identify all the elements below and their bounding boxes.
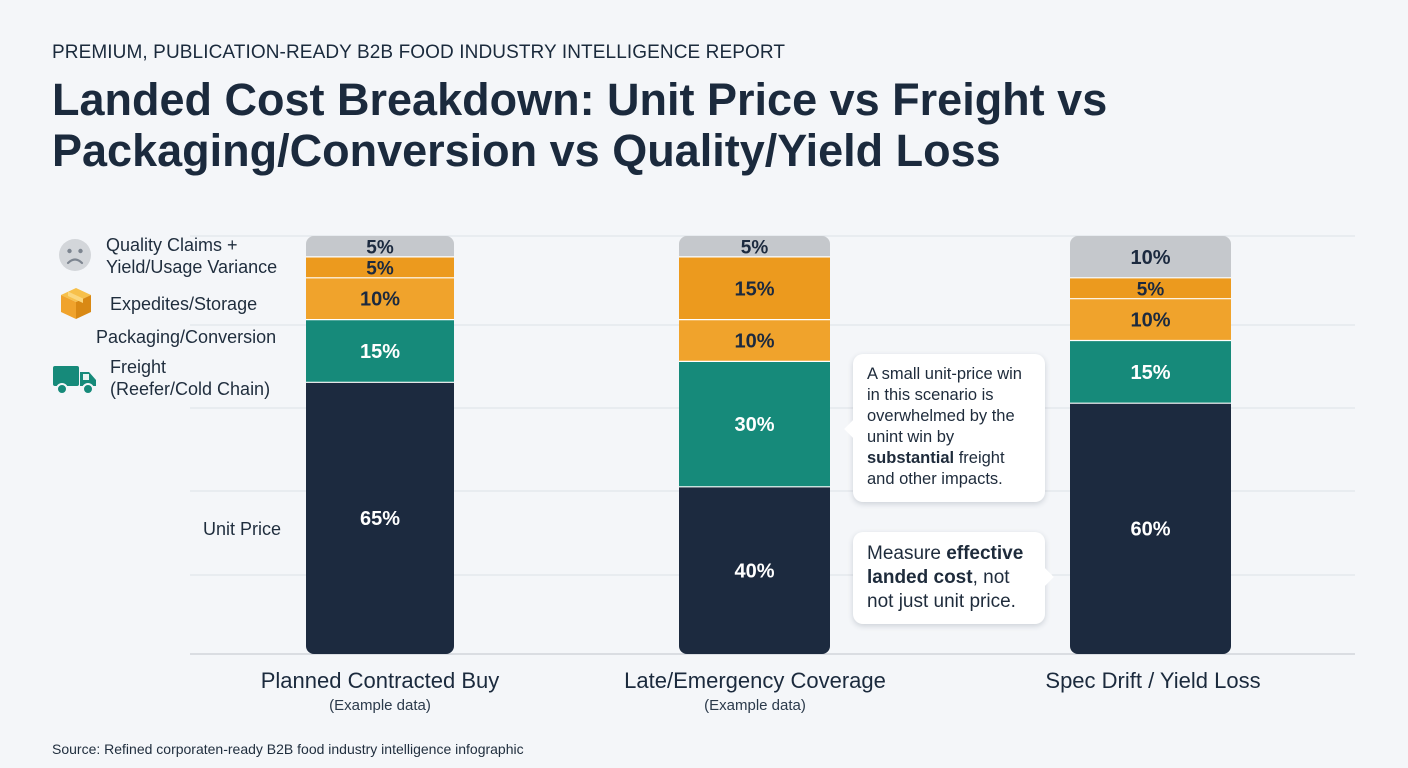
report-kicker: PREMIUM, PUBLICATION-READY B2B FOOD INDU…: [52, 42, 786, 63]
bar-segment-1-2: [679, 319, 830, 362]
data-label-1-4: 5%: [741, 237, 769, 258]
bar-segment-1-1: [679, 361, 830, 487]
legend-quality-line1: Quality Claims +: [106, 235, 238, 255]
bar-segment-0-4: [306, 236, 454, 257]
legend-freight-line2: (Reefer/Cold Chain): [110, 379, 271, 399]
legend-packaging: Packaging/Conversion: [96, 327, 277, 347]
data-label-2-1: 15%: [1130, 362, 1170, 384]
bar-segment-0-3: [306, 256, 454, 278]
bar-segment-1-4: [679, 236, 830, 257]
data-label-2-0: 60%: [1130, 519, 1170, 541]
category-label-late: Late/Emergency Coverage: [624, 668, 886, 693]
source-note: Source: Refined corporaten-ready B2B foo…: [52, 741, 524, 757]
category-note-late: (Example data): [704, 697, 806, 714]
truck-icon: [53, 366, 96, 395]
callout-1-text: A small unit-price win in this scenario …: [867, 365, 1022, 488]
callout-effective-landed-cost: Measure effective landed cost, not not j…: [853, 532, 1054, 624]
data-label-0-0: 65%: [360, 508, 400, 530]
bar-group-0: [306, 236, 454, 654]
bar-segment-0-0: [306, 382, 454, 654]
bar-segment-0-2: [306, 277, 454, 320]
data-label-1-3: 15%: [734, 278, 774, 300]
bar-group-2: [1070, 236, 1231, 654]
bar-segment-0-1: [306, 319, 454, 383]
legend-unit-price: Unit Price: [203, 519, 282, 539]
box-icon: [61, 288, 91, 319]
bar-segment-2-4: [1070, 236, 1231, 278]
data-label-0-1: 15%: [360, 341, 400, 363]
data-label-1-1: 30%: [734, 414, 774, 436]
sad-face-icon: [59, 239, 91, 271]
legend-quality-line2: Yield/Usage Variance: [106, 257, 278, 277]
legend-expedites: Expedites/Storage: [110, 294, 258, 314]
data-label-2-2: 10%: [1130, 310, 1170, 332]
category-label-planned: Planned Contracted Buy: [260, 668, 500, 693]
callout-2-text: Measure effective landed cost, not not j…: [867, 543, 1024, 612]
category-label-spec: Spec Drift / Yield Loss: [1045, 668, 1261, 693]
category-note-planned: (Example data): [329, 697, 431, 714]
bar-segment-2-3: [1070, 277, 1231, 299]
bar-group-1: [679, 236, 830, 654]
data-label-0-3: 5%: [366, 258, 394, 279]
bar-segment-1-0: [679, 486, 830, 654]
bar-segment-2-2: [1070, 298, 1231, 341]
bar-segment-1-3: [679, 256, 830, 320]
callout-unit-price-win: A small unit-price win in this scenario …: [844, 354, 1045, 502]
data-label-1-0: 40%: [734, 560, 774, 582]
chart-title: Landed Cost Breakdown: Unit Price vs Fre…: [52, 74, 1108, 176]
data-label-0-2: 10%: [360, 289, 400, 311]
legend-freight-line1: Freight: [110, 357, 167, 377]
data-label-1-2: 10%: [734, 331, 774, 353]
data-label-0-4: 5%: [366, 237, 394, 258]
data-label-2-3: 5%: [1137, 279, 1165, 300]
bar-segment-2-0: [1070, 403, 1231, 654]
data-label-2-4: 10%: [1130, 247, 1170, 269]
bar-segment-2-1: [1070, 340, 1231, 404]
